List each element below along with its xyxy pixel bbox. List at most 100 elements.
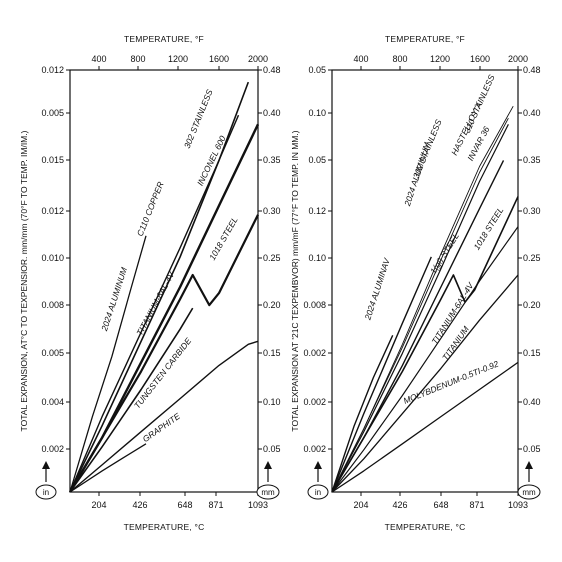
- right-bottom-tick-labels: 204 426 648 871 1093: [353, 492, 528, 510]
- curve-label: 2024 ALUMINAV: [362, 256, 392, 322]
- arrow-up-icon: [42, 461, 50, 469]
- series-curve: [69, 443, 147, 493]
- secondary-y-tick-label: 0.40: [523, 108, 541, 118]
- left-top-axis-title: TEMPERATURE, °F: [124, 34, 204, 44]
- curve-label: C110 COPPER: [135, 180, 166, 237]
- series-curve: [68, 123, 260, 493]
- top-tick-label: 1200: [168, 54, 188, 64]
- y-tick-label: 0.012: [41, 65, 64, 75]
- left-bottom-tick-labels: 204 426 648 871 1093: [91, 492, 268, 510]
- secondary-y-tick-label: 0.05: [523, 444, 541, 454]
- series-curve: [331, 335, 394, 493]
- left-inch-unit-marker: in: [35, 461, 57, 500]
- arrow-up-icon: [314, 461, 322, 469]
- curve-label: 1018 STEEL: [471, 205, 505, 251]
- right-y-axis-title: TOTAL EXPANSION AT '21C TEXPEMBVOR) mm/m…: [290, 130, 300, 431]
- series-curve: [331, 256, 432, 493]
- y-tick-label: 0.10: [308, 253, 326, 263]
- arrow-up-icon: [264, 461, 272, 469]
- secondary-y-tick-label: 0.30: [523, 206, 541, 216]
- curve-label: TITANIUM-6AL-4V: [429, 280, 476, 346]
- left-bottom-axis-title: TEMPERATURE, °C: [124, 522, 205, 532]
- bottom-tick-label: 426: [392, 500, 407, 510]
- secondary-y-tick-label: 0.15: [523, 348, 541, 358]
- mm-unit-badge: [517, 484, 541, 500]
- y-tick-label: 0.005: [41, 348, 64, 358]
- left-y-axis-title: TOTAL EXPANSION, AT°C TO TEXPENSIOR. mm/…: [19, 130, 29, 431]
- top-tick-label: 1200: [430, 54, 450, 64]
- left-chart-panel: TEMPERATURE, °F TEMPERATURE, °C TOTAL EX…: [19, 34, 281, 532]
- series-curve: [69, 340, 259, 493]
- secondary-y-tick-label: 0.20: [263, 300, 281, 310]
- y-tick-label: 0.05: [308, 65, 326, 75]
- secondary-y-tick-label: 0.05: [263, 444, 281, 454]
- series-curve: [331, 196, 519, 493]
- right-top-axis-title: TEMPERATURE, °F: [385, 34, 465, 44]
- secondary-y-tick-label: 0.35: [523, 155, 541, 165]
- right-y-tick-labels: 0.05 0.10 0.05 0.12 0.10 0.008 0.002 0.002 0.002: [303, 65, 332, 454]
- series-curve: [331, 226, 519, 493]
- series-curve: [69, 235, 147, 493]
- bottom-tick-label: 204: [91, 500, 106, 510]
- left-series-curves: [68, 81, 260, 493]
- right-series-curves: [331, 105, 519, 493]
- left-secondary-y-tick-labels: 0.48 0.40 0.35 0.30 0.25 0.20 0.15 0.10 0.05: [258, 65, 281, 454]
- bottom-tick-label: 1093: [248, 500, 268, 510]
- inch-unit-text: in: [315, 488, 321, 497]
- top-tick-label: 800: [130, 54, 145, 64]
- curve-label: 1(gl) STEEL: [428, 231, 461, 276]
- series-curve: [331, 361, 519, 493]
- secondary-y-tick-label: 0.48: [523, 65, 541, 75]
- series-curve: [331, 274, 519, 493]
- secondary-y-tick-label: 0.40: [263, 108, 281, 118]
- series-curve: [69, 214, 259, 493]
- y-tick-label: 0.12: [308, 206, 326, 216]
- secondary-y-tick-label: 0.35: [263, 155, 281, 165]
- top-tick-label: 400: [91, 54, 106, 64]
- bottom-tick-label: 871: [469, 500, 484, 510]
- top-tick-label: 800: [392, 54, 407, 64]
- y-tick-label: 0.015: [41, 155, 64, 165]
- mm-unit-text: mm: [261, 488, 275, 497]
- series-curve: [69, 81, 250, 493]
- secondary-y-tick-label: 0.40: [523, 397, 541, 407]
- left-plot-frame: [69, 69, 259, 493]
- y-tick-label: 0.002: [303, 444, 326, 454]
- inch-unit-badge: [307, 484, 329, 500]
- mm-unit-badge: [256, 484, 280, 500]
- right-plot-frame: [331, 69, 519, 493]
- left-top-tick-labels: 400 800 1200 1600 2000: [91, 54, 268, 70]
- secondary-y-tick-label: 0.48: [263, 65, 281, 75]
- right-chart-panel: TEMPERATURE, °F TEMPERATURE, °C TOTAL EX…: [290, 34, 541, 532]
- mm-unit-text: mm: [522, 488, 536, 497]
- secondary-y-tick-label: 0.30: [263, 206, 281, 216]
- secondary-y-tick-label: 0.25: [523, 253, 541, 263]
- curve-label: 302 STAINLESS: [182, 88, 215, 150]
- bottom-tick-label: 426: [132, 500, 147, 510]
- arrow-up-icon: [525, 461, 533, 469]
- inch-unit-badge: [35, 484, 57, 500]
- y-tick-label: 0.002: [303, 348, 326, 358]
- y-tick-label: 0.008: [41, 300, 64, 310]
- right-mm-unit-marker: mm: [517, 461, 541, 500]
- series-curve: [69, 307, 194, 493]
- curve-label: MOLYBDENUM-0.5TI-0.92: [402, 358, 500, 405]
- y-tick-label: 0.05: [308, 155, 326, 165]
- right-bottom-axis-title: TEMPERATURE, °C: [385, 522, 466, 532]
- left-mm-unit-marker: mm: [256, 461, 280, 500]
- left-y-tick-labels: 0.012 0.005 0.015 0.012 0.010 0.008 0.005 0.004…: [41, 65, 70, 454]
- curve-label: 302 STAINLESS: [411, 118, 444, 180]
- inch-unit-text: in: [43, 488, 49, 497]
- right-inch-unit-marker: in: [307, 461, 329, 500]
- y-tick-label: 0.008: [303, 300, 326, 310]
- secondary-y-tick-label: 0.20: [523, 300, 541, 310]
- top-tick-label: 1600: [470, 54, 490, 64]
- right-top-tick-labels: 400 800 1200 1600 2000: [353, 54, 528, 70]
- y-tick-label: 0.005: [41, 108, 64, 118]
- y-tick-label: 0.010: [41, 253, 64, 263]
- top-tick-label: 2000: [248, 54, 268, 64]
- top-tick-label: 1600: [209, 54, 229, 64]
- top-tick-label: 400: [353, 54, 368, 64]
